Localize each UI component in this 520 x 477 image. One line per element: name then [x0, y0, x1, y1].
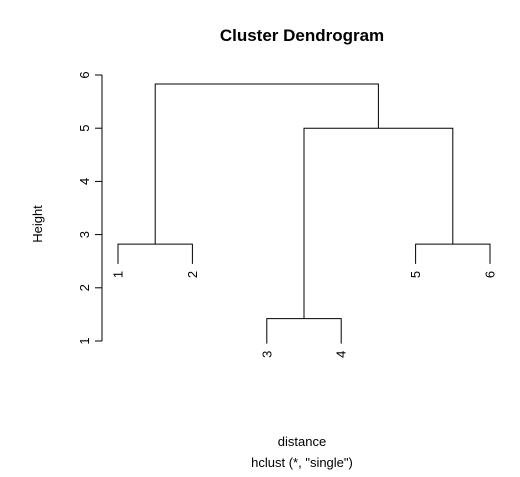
leaf-label: 5 [408, 271, 423, 278]
x-axis-label: distance [278, 434, 326, 449]
leaf-label: 4 [334, 351, 349, 358]
leaf-label: 3 [259, 351, 274, 358]
leaf-label: 1 [111, 271, 126, 278]
leaf-label: 2 [185, 271, 200, 278]
leaf-labels: 1 2 3 4 5 6 [111, 271, 498, 358]
y-tick-label: 4 [77, 178, 92, 185]
merge-branch [154, 83, 379, 245]
y-tick-label: 3 [77, 231, 92, 238]
dendrogram-tree [117, 83, 491, 344]
merge-branch [303, 127, 454, 319]
x-axis-subtitle: hclust (*, "single") [251, 455, 353, 470]
merge-branch [266, 318, 342, 344]
merge-branch [415, 243, 491, 264]
chart-title: Cluster Dendrogram [220, 26, 384, 45]
y-tick-label: 5 [77, 125, 92, 132]
y-tick-label: 1 [77, 337, 92, 344]
merge-branch [117, 243, 193, 264]
leaf-label: 6 [483, 271, 498, 278]
y-tick-label: 2 [77, 284, 92, 291]
y-axis-label: Height [30, 205, 45, 243]
y-axis: 1 2 3 4 5 6 [77, 71, 103, 345]
y-tick-label: 6 [77, 71, 92, 78]
